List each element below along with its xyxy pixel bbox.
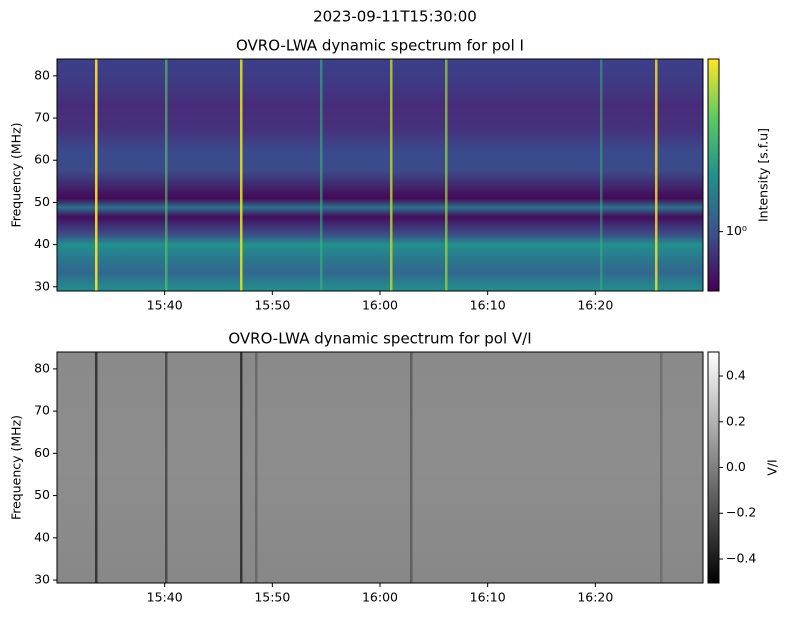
y-tick-label: 40 — [34, 236, 50, 251]
y-tick-label: 70 — [34, 403, 50, 418]
x-tick-label: 16:20 — [577, 298, 613, 313]
y-tick-label: 50 — [34, 487, 50, 502]
colorbar-tick-label: −0.4 — [726, 550, 756, 565]
spectrum-streak — [320, 59, 323, 291]
y-tick-label: 70 — [34, 110, 50, 125]
spectrum-streak — [95, 352, 98, 583]
spectrum-streak — [600, 59, 603, 291]
figure-title: 2023-09-11T15:30:00 — [313, 8, 477, 26]
colorbar-tick-label: 10⁰ — [726, 223, 747, 238]
colorbar-tick-label: 0.4 — [726, 368, 746, 383]
panel-title: OVRO-LWA dynamic spectrum for pol I — [236, 37, 524, 55]
spectrum-streak — [240, 352, 243, 583]
spectrum-streak — [390, 59, 393, 291]
y-tick-label: 60 — [34, 445, 50, 460]
x-tick-label: 16:10 — [470, 590, 506, 605]
spectrum-streak — [255, 352, 258, 583]
spectrum-streak — [165, 352, 168, 583]
panel-title: OVRO-LWA dynamic spectrum for pol V/I — [228, 330, 531, 348]
spectrum-streak — [445, 59, 448, 291]
colorbar — [707, 351, 720, 584]
spectrum-image — [57, 352, 703, 583]
x-tick-label: 15:50 — [254, 298, 290, 313]
spectrum-image — [57, 59, 703, 291]
spectrum-streak — [165, 59, 168, 291]
y-tick-label: 40 — [34, 529, 50, 544]
y-tick-label: 80 — [34, 67, 50, 82]
x-tick-label: 15:40 — [147, 298, 183, 313]
colorbar-tick-label: −0.2 — [726, 505, 756, 520]
y-tick-label: 50 — [34, 194, 50, 209]
spectrum-streak — [240, 59, 243, 291]
colorbar-tick-label: 0.0 — [726, 459, 746, 474]
y-tick-label: 60 — [34, 152, 50, 167]
x-tick-label: 15:50 — [254, 590, 290, 605]
spectrum-streak — [660, 352, 663, 583]
colorbar-label: V/I — [765, 459, 780, 475]
spectrum-streak — [410, 352, 413, 583]
x-tick-label: 16:00 — [362, 590, 398, 605]
spectrum-streak — [95, 59, 98, 291]
y-tick-label: 80 — [34, 360, 50, 375]
colorbar-label: Intensity [s.f.u] — [756, 128, 771, 222]
colorbar-tick-label: 0.2 — [726, 413, 746, 428]
x-tick-label: 16:00 — [362, 298, 398, 313]
colorbar — [707, 58, 720, 292]
spectrum-streak — [655, 59, 658, 291]
y-axis-label: Frequency (MHz) — [9, 122, 24, 227]
x-tick-label: 16:10 — [470, 298, 506, 313]
y-axis-label: Frequency (MHz) — [9, 415, 24, 520]
y-tick-label: 30 — [34, 278, 50, 293]
x-tick-label: 16:20 — [577, 590, 613, 605]
y-tick-label: 30 — [34, 572, 50, 587]
x-tick-label: 15:40 — [147, 590, 183, 605]
